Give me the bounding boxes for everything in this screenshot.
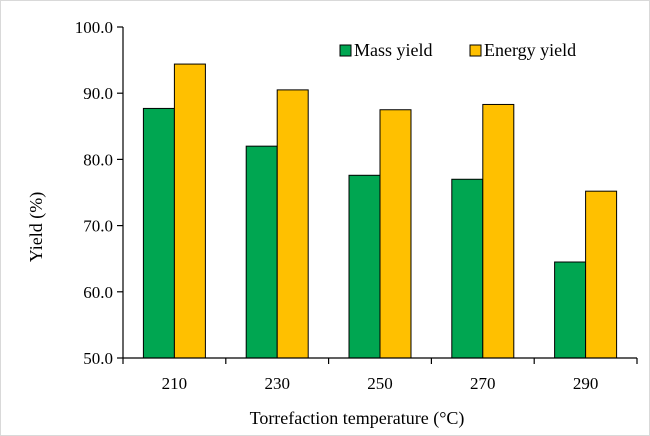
bar-mass-yield-290: [554, 261, 587, 359]
y-tick-labels: 50.0 60.0 70.0 80.0 90.0 100.0: [75, 18, 113, 368]
bar-mass-yield-230: [245, 145, 278, 359]
legend-swatch-mass-yield: [339, 44, 352, 57]
x-tick-label: 250: [367, 374, 393, 393]
bar-mass-yield-210: [142, 107, 175, 359]
bar-energy-yield-210: [173, 63, 206, 359]
axes-group: [117, 26, 638, 364]
bar-energy-yield-290: [585, 190, 618, 359]
y-tick-label: 50.0: [83, 349, 113, 368]
y-tick-label: 100.0: [75, 18, 113, 37]
bar-energy-yield-230: [276, 89, 309, 359]
legend-label-mass-yield: Mass yield: [354, 40, 433, 60]
x-tick-labels: 210 230 250 270 290: [162, 374, 599, 393]
y-tick-label: 70.0: [83, 217, 113, 236]
x-tick-label: 230: [264, 374, 290, 393]
legend-label-energy-yield: Energy yield: [484, 40, 576, 60]
legend: Mass yield Energy yield: [339, 40, 576, 60]
bars-group: [142, 63, 618, 359]
x-tick-label: 270: [470, 374, 496, 393]
bar-energy-yield-270: [482, 103, 515, 359]
legend-swatch-energy-yield: [469, 44, 482, 57]
bar-energy-yield-250: [379, 109, 412, 359]
y-axis-title: Yield (%): [26, 192, 47, 262]
x-axis-title: Torrefaction temperature (°C): [250, 408, 465, 429]
bar-mass-yield-250: [348, 174, 381, 359]
x-tick-label: 210: [162, 374, 188, 393]
x-tick-label: 290: [573, 374, 599, 393]
bar-mass-yield-270: [451, 178, 484, 359]
y-tick-label: 60.0: [83, 283, 113, 302]
y-tick-label: 80.0: [83, 150, 113, 169]
y-tick-label: 90.0: [83, 84, 113, 103]
